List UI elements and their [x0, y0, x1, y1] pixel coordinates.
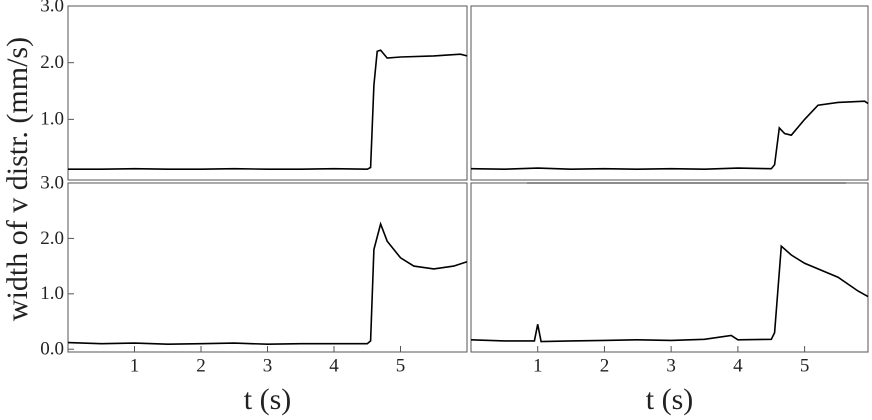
panel-frame	[67, 5, 468, 181]
panel-frame	[470, 5, 869, 181]
y-tick-label: 0.0	[40, 339, 64, 360]
data-line	[68, 49, 468, 171]
x-tick-label: 4	[733, 355, 743, 376]
x-tick-label: 4	[329, 355, 339, 376]
x-tick-label: 3	[263, 355, 273, 376]
y-tick-label: 3.0	[40, 172, 64, 193]
y-tick-label: 1.0	[40, 283, 64, 304]
data-line	[470, 100, 869, 171]
x-tick-label: 1	[533, 355, 543, 376]
y-tick-label: 2.0	[40, 228, 64, 249]
y-axis-label: width of v distr. (mm/s)	[1, 37, 34, 321]
data-line	[67, 221, 468, 346]
y-tick-label: 2.0	[40, 52, 64, 73]
x-tick-label: 1	[130, 355, 140, 376]
panel-frame	[67, 182, 468, 353]
y-tick-label: 1.0	[40, 109, 64, 130]
x-tick-label: 3	[666, 355, 676, 376]
panel-frame	[470, 182, 869, 353]
x-tick-label: 2	[600, 355, 610, 376]
x-tick-label: 5	[800, 355, 810, 376]
x-tick-label: 5	[396, 355, 406, 376]
x-axis-label: t (s)	[646, 383, 694, 416]
data-line	[470, 244, 869, 343]
x-tick-label: 2	[196, 355, 206, 376]
y-tick-label: 3.0	[40, 0, 64, 16]
x-axis-label: t (s)	[244, 383, 292, 416]
